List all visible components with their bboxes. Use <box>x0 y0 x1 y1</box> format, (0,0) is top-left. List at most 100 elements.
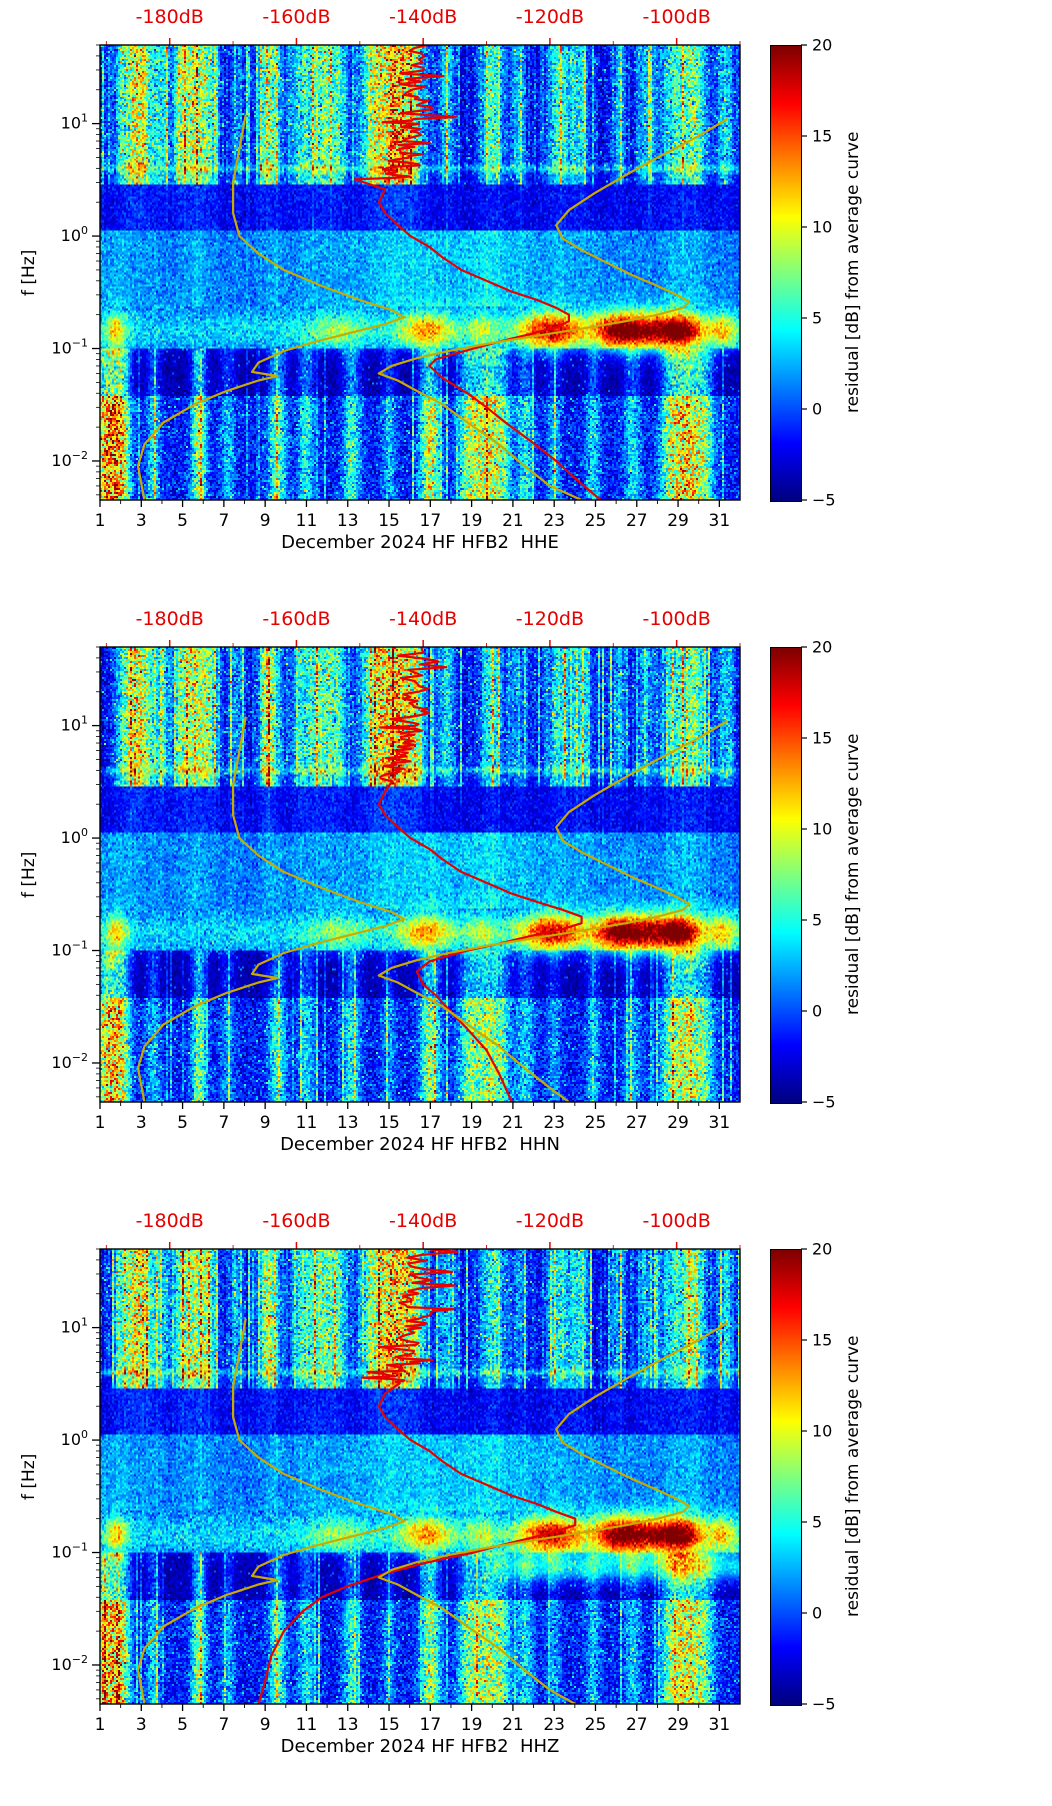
x-tick-label: 13 <box>337 511 359 531</box>
x-tick-label: 1 <box>95 1113 106 1133</box>
top-db-tick-label: -140dB <box>389 1210 458 1232</box>
top-db-tick-label: -160dB <box>262 6 331 28</box>
y-tick-label: 100 <box>61 1428 88 1449</box>
colorbar-tick-label: 10 <box>812 820 832 839</box>
x-tick-label: 21 <box>502 1715 524 1735</box>
x-axis-title: December 2024 HF HFB2 HHZ <box>280 1736 560 1757</box>
colorbar-label: residual [dB] from average curve <box>843 1335 863 1618</box>
y-tick-label: 101 <box>61 1316 88 1337</box>
top-db-tick-label: -120dB <box>515 608 584 630</box>
x-tick-label: 11 <box>296 1715 318 1735</box>
top-db-tick-label: -100dB <box>642 6 711 28</box>
x-tick-label: 7 <box>218 1113 229 1133</box>
x-tick-label: 17 <box>420 1113 442 1133</box>
colorbar-tick-label: 5 <box>812 911 822 930</box>
colorbar-ticks: 20 15 10 5 0 −5 <box>801 1240 836 1714</box>
x-tick-label: 21 <box>502 1113 524 1133</box>
colorbar-label: residual [dB] from average curve <box>843 733 863 1016</box>
x-tick-label: 13 <box>337 1715 359 1735</box>
x-tick-label: 9 <box>260 511 271 531</box>
x-axis-title: December 2024 HF HFB2 HHN <box>280 1134 560 1155</box>
y-tick-label: 10−1 <box>51 337 88 358</box>
x-tick-label: 15 <box>378 1113 400 1133</box>
x-tick-label: 11 <box>296 511 318 531</box>
x-tick-label: 23 <box>543 1113 565 1133</box>
top-db-ticks <box>105 640 741 647</box>
x-tick-label: 9 <box>260 1715 271 1735</box>
x-tick-label: 5 <box>177 1715 188 1735</box>
top-db-tick-label: -100dB <box>642 608 711 630</box>
x-tick-label: 29 <box>667 511 689 531</box>
colorbar-gradient <box>770 1249 802 1706</box>
y-ticks <box>92 646 100 1098</box>
x-tick-label: 17 <box>420 1715 442 1735</box>
x-tick-label: 1 <box>95 511 106 531</box>
colorbar-label: residual [dB] from average curve <box>843 131 863 414</box>
y-tick-label: 10−1 <box>51 1541 88 1562</box>
y-tick-label: 100 <box>61 826 88 847</box>
colorbar-tick-label: 0 <box>812 1604 822 1623</box>
colorbar-tick-label: 15 <box>812 127 832 146</box>
x-tick-label: 9 <box>260 1113 271 1133</box>
x-tick-label: 3 <box>136 1113 147 1133</box>
y-ticks <box>92 44 100 496</box>
top-db-tick-label: -120dB <box>515 6 584 28</box>
y-tick-label: 101 <box>61 112 88 133</box>
x-tick-label: 31 <box>709 511 731 531</box>
top-db-tick-label: -180dB <box>135 1210 204 1232</box>
x-tick-label: 3 <box>136 1715 147 1735</box>
x-tick-label: 23 <box>543 1715 565 1735</box>
x-tick-label: 27 <box>626 1715 648 1735</box>
x-tick-label: 23 <box>543 511 565 531</box>
x-ticks <box>99 1102 721 1109</box>
x-axis-title: December 2024 HF HFB2 HHE <box>281 532 559 553</box>
top-db-tick-label: -160dB <box>262 1210 331 1232</box>
x-tick-label: 7 <box>218 1715 229 1735</box>
spectrogram-panel-hhn: -180dB -160dB -140dB -120dB -100dB f [Hz] re… <box>0 602 1052 1204</box>
colorbar-tick-label: −5 <box>812 491 836 510</box>
x-tick-label: 13 <box>337 1113 359 1133</box>
colorbar-tick-label: 5 <box>812 309 822 328</box>
spectrogram-canvas-hhn <box>100 647 740 1102</box>
x-tick-label: 1 <box>95 1715 106 1735</box>
spectrogram-heatmap-hhe <box>100 45 740 500</box>
colorbar-tick-label: 15 <box>812 729 832 748</box>
y-tick-label: 10−2 <box>51 1051 88 1072</box>
x-tick-label: 5 <box>177 511 188 531</box>
colorbar-tick-label: 5 <box>812 1513 822 1532</box>
colorbar-tick-label: 20 <box>812 36 832 55</box>
x-tick-label: 21 <box>502 511 524 531</box>
x-tick-label: 3 <box>136 511 147 531</box>
top-db-ticks <box>105 1242 741 1249</box>
colorbar-tick-label: 20 <box>812 1240 832 1259</box>
colorbar-ticks: 20 15 10 5 0 −5 <box>801 638 836 1112</box>
spectrogram-panel-hhe: -180dB -160dB -140dB -120dB -100dB f [Hz] re… <box>0 0 1052 602</box>
top-db-tick-label: -180dB <box>135 608 204 630</box>
x-tick-label: 29 <box>667 1113 689 1133</box>
x-tick-label: 19 <box>461 1715 483 1735</box>
top-db-tick-label: -180dB <box>135 6 204 28</box>
spectrogram-heatmap-hhz <box>100 1249 740 1704</box>
colorbar-tick-label: 10 <box>812 218 832 237</box>
x-tick-label: 31 <box>709 1113 731 1133</box>
colorbar-gradient <box>770 647 802 1104</box>
x-tick-label: 19 <box>461 511 483 531</box>
x-tick-label: 5 <box>177 1113 188 1133</box>
y-tick-label: 100 <box>61 224 88 245</box>
y-tick-label: 10−1 <box>51 939 88 960</box>
y-axis-label: f [Hz] <box>19 249 39 296</box>
y-tick-label: 10−2 <box>51 449 88 470</box>
top-db-axis-labels: -180dB -160dB -140dB -120dB -100dB <box>0 1210 1052 1238</box>
x-tick-label: 27 <box>626 511 648 531</box>
colorbar-ticks: 20 15 10 5 0 −5 <box>801 36 836 510</box>
x-tick-label: 17 <box>420 511 442 531</box>
top-db-tick-label: -120dB <box>515 1210 584 1232</box>
top-db-axis-labels: -180dB -160dB -140dB -120dB -100dB <box>0 608 1052 636</box>
x-tick-label: 25 <box>585 511 607 531</box>
x-tick-label: 7 <box>218 511 229 531</box>
top-db-tick-label: -100dB <box>642 1210 711 1232</box>
colorbar-tick-label: 0 <box>812 1002 822 1021</box>
spectrogram-canvas-hhz <box>100 1249 740 1704</box>
top-db-axis-labels: -180dB -160dB -140dB -120dB -100dB <box>0 6 1052 34</box>
x-tick-label: 19 <box>461 1113 483 1133</box>
